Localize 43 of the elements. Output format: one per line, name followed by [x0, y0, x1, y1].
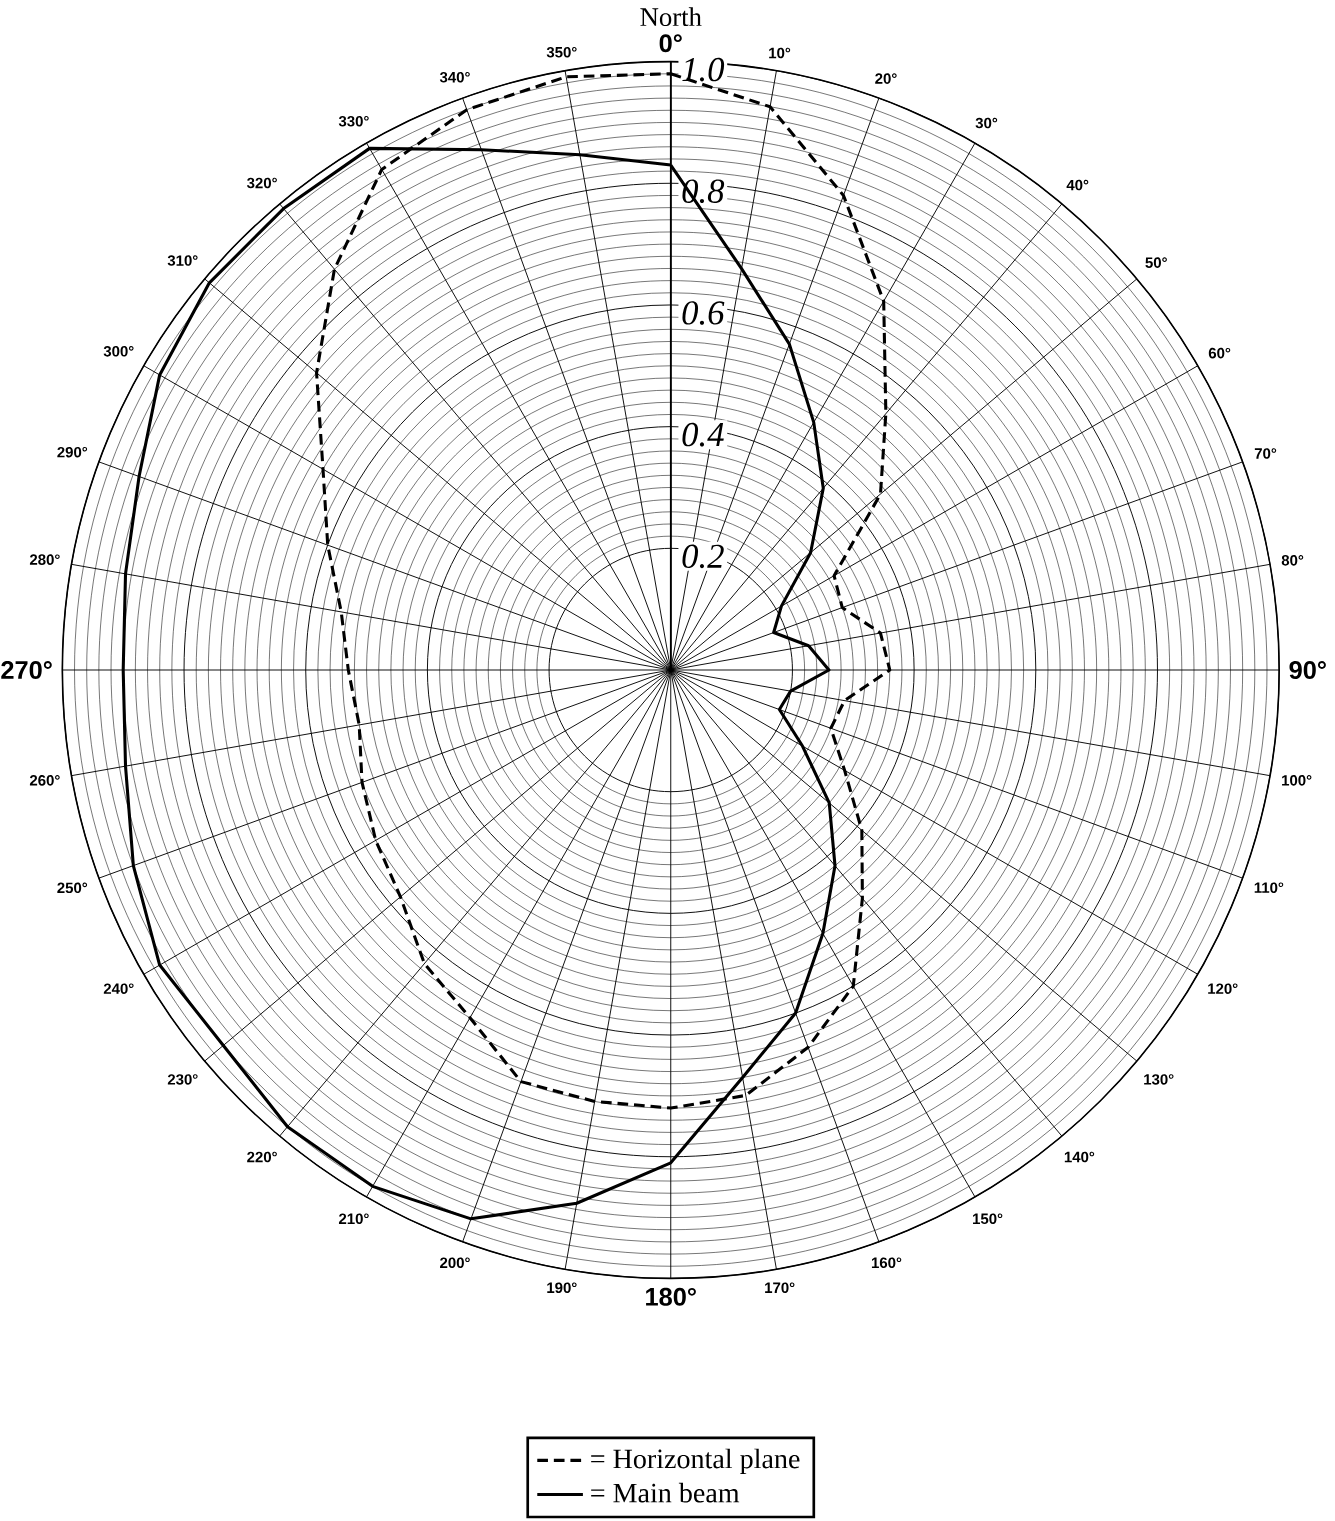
spoke-label: 340°	[440, 71, 470, 83]
spoke-label: 270°	[1, 661, 52, 679]
spoke-label: 60°	[1208, 347, 1231, 359]
spoke-label: 330°	[338, 115, 369, 127]
spoke-label: 20°	[875, 73, 897, 84]
spoke-label: 70°	[1255, 448, 1277, 459]
spoke-label: 150°	[973, 1213, 1003, 1225]
spoke-label: 80°	[1281, 555, 1304, 566]
spoke-label: 200°	[440, 1257, 470, 1269]
spoke-label: 170°	[765, 1282, 795, 1294]
spoke-label: 310°	[167, 255, 198, 266]
spoke-label: 50°	[1145, 257, 1168, 268]
spoke-label: 220°	[247, 1151, 278, 1163]
spoke-label: 160°	[872, 1257, 902, 1269]
spoke-label: 260°	[30, 775, 60, 786]
spoke-label: 280°	[30, 554, 60, 565]
legend-label: = Horizontal plane	[591, 1448, 800, 1475]
spoke-label: 110°	[1254, 882, 1284, 893]
spoke-label: 0°	[659, 34, 682, 53]
chart-title: North	[640, 7, 702, 27]
spoke-label: 300°	[103, 346, 134, 357]
spoke-label: 350°	[546, 46, 577, 58]
spoke-label: 240°	[103, 983, 134, 994]
spoke-label: 290°	[57, 446, 88, 458]
spoke-label: 250°	[57, 882, 88, 894]
spoke-label: 180°	[646, 1287, 697, 1306]
spoke-label: 30°	[975, 117, 998, 129]
spoke-label: 130°	[1144, 1074, 1174, 1085]
spoke-label: 320°	[247, 177, 278, 189]
y-tick-label: 0.6	[682, 301, 725, 325]
spoke-label: 230°	[167, 1074, 198, 1085]
spoke-label: 120°	[1208, 983, 1238, 994]
spoke-label: 140°	[1064, 1151, 1095, 1163]
spoke-label: 40°	[1066, 179, 1089, 191]
spoke-label: 90°	[1289, 661, 1327, 679]
y-tick-label: 0.4	[682, 422, 724, 447]
spoke-label: 10°	[769, 47, 791, 59]
spoke-label: 100°	[1282, 775, 1312, 786]
spoke-label: 190°	[547, 1282, 577, 1294]
spoke-label: 210°	[339, 1213, 369, 1225]
legend-label: = Main beam	[591, 1482, 740, 1503]
y-tick-label: 1.0	[682, 57, 725, 82]
y-tick-label: 0.2	[682, 544, 724, 569]
